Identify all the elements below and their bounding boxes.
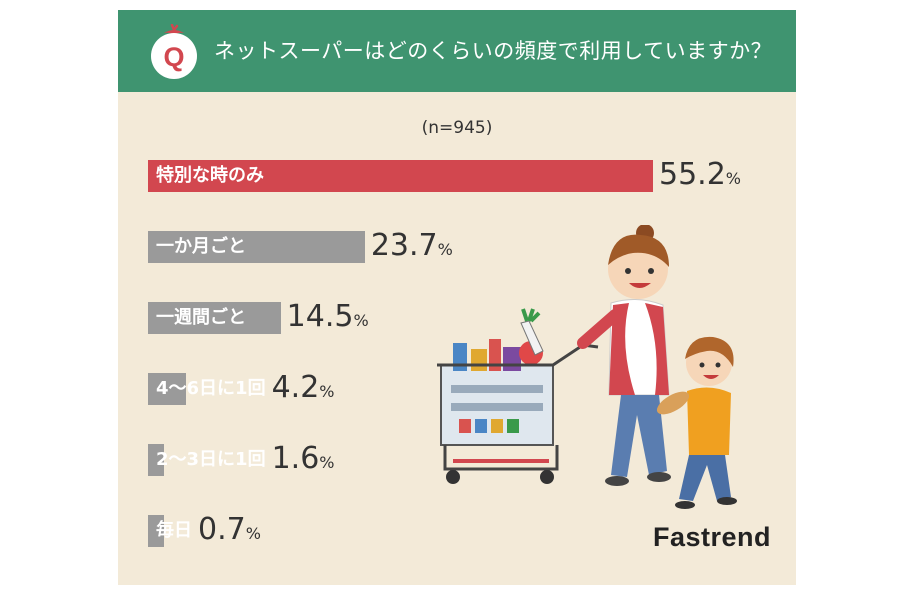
bar-label-2: 一か月ごと <box>156 236 246 257</box>
value-label-6: 0.7% <box>198 510 261 550</box>
sample-size: (n=945) <box>421 118 493 138</box>
value-label-2: 23.7% <box>371 226 453 266</box>
value-unit: % <box>353 311 369 330</box>
bar-2 <box>148 231 365 263</box>
bar-label-1: 特別な時のみ <box>156 165 264 186</box>
value-number: 1.6 <box>271 441 320 476</box>
bar-label-3: 一週間ごと <box>156 307 246 328</box>
value-label-3: 14.5% <box>287 297 369 337</box>
bar-6 <box>148 515 164 547</box>
tomato-q-icon: Q <box>151 24 197 79</box>
value-label-1: 55.2% <box>659 155 741 195</box>
shopping-cart-icon <box>437 308 599 484</box>
value-label-4: 4.2% <box>272 368 335 408</box>
bar-5 <box>148 444 164 476</box>
value-label-5: 1.6% <box>272 439 335 479</box>
value-number: 55.2 <box>659 157 726 192</box>
bar-label-6: 毎日 <box>156 520 192 541</box>
value-number: 0.7 <box>198 512 246 547</box>
value-unit: % <box>437 240 453 259</box>
value-unit: % <box>319 453 335 472</box>
value-unit: % <box>319 382 335 401</box>
bar-3 <box>148 302 281 334</box>
brand-logo: Fastrend <box>653 522 772 552</box>
value-number: 4.2 <box>271 370 320 405</box>
value-number: 14.5 <box>286 299 354 334</box>
mother-figure <box>577 225 671 486</box>
bar-label-5: 2〜3日に1回 <box>156 449 266 470</box>
bar-1 <box>148 160 653 192</box>
question-text: ネットスーパーはどのくらいの頻度で利用していますか？ <box>214 39 773 63</box>
value-unit: % <box>725 169 741 188</box>
bar-4 <box>148 373 187 405</box>
question-header: Q ネットスーパーはどのくらいの頻度で利用していますか？ <box>118 10 796 92</box>
value-unit: % <box>245 524 261 543</box>
child-figure <box>656 336 737 509</box>
value-number: 23.7 <box>370 228 438 263</box>
chart-card: Q ネットスーパーはどのくらいの頻度で利用していますか？ (n=945) 特別な… <box>118 10 796 585</box>
q-letter: Q <box>163 42 184 72</box>
bar-label-4: 4〜6日に1回 <box>156 378 266 399</box>
shopping-family-illustration <box>437 225 737 509</box>
